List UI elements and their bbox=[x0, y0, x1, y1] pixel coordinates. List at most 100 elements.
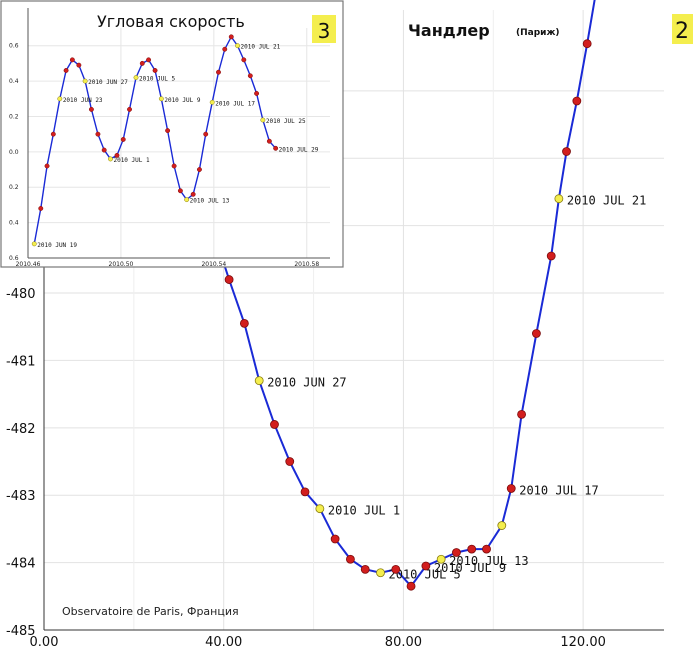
data-point bbox=[285, 457, 295, 466]
inset-date-annotation: 2010 JUL 1 bbox=[113, 157, 150, 164]
inset-panel-number: 3 bbox=[318, 19, 331, 43]
inset-highlight-data-point bbox=[57, 96, 63, 102]
inset-y-tick-label: 0.2 bbox=[9, 184, 19, 191]
data-point bbox=[452, 548, 461, 557]
date-annotation: 2010 JUL 13 bbox=[449, 554, 528, 568]
inset-x-tick-label: 2010.58 bbox=[294, 261, 319, 268]
inset-data-point bbox=[69, 57, 75, 63]
highlight-data-point bbox=[315, 504, 325, 514]
inset-data-point bbox=[216, 69, 221, 75]
data-point bbox=[239, 318, 249, 328]
inset-highlight-data-point bbox=[108, 156, 113, 162]
series-line bbox=[141, 0, 596, 588]
date-annotation: 2010 JUL 17 bbox=[519, 483, 598, 497]
data-point bbox=[391, 564, 401, 574]
inset-data-point bbox=[146, 57, 152, 63]
inset-title: Угловая скорость bbox=[97, 12, 245, 31]
inset-date-annotation: 2010 JUL 29 bbox=[279, 146, 319, 153]
data-point bbox=[270, 420, 279, 429]
x-tick-label: 80.00 bbox=[385, 635, 422, 650]
data-point bbox=[300, 487, 310, 497]
y-tick-label: -485 bbox=[6, 624, 36, 639]
inset-data-point bbox=[120, 137, 126, 142]
inset-data-point bbox=[76, 62, 82, 68]
inset-data-point bbox=[44, 163, 50, 169]
inset-data-point bbox=[196, 167, 202, 172]
data-point bbox=[330, 534, 340, 544]
chart-subtitle: (Париж) bbox=[516, 28, 560, 38]
data-point bbox=[532, 329, 541, 338]
inset-date-annotation: 2010 JUN 19 bbox=[37, 242, 77, 249]
inset-y-tick-label: 0.0 bbox=[9, 149, 19, 156]
inset-x-tick-label: 2010.54 bbox=[201, 261, 226, 268]
inset-data-point bbox=[203, 131, 209, 137]
y-tick-label: -484 bbox=[6, 557, 36, 572]
data-point bbox=[360, 564, 370, 574]
inset-highlight-data-point bbox=[158, 96, 164, 102]
inset-y-tick-label: 0.4 bbox=[9, 220, 19, 227]
date-annotation: 2010 JUL 21 bbox=[567, 194, 646, 208]
y-tick-label: -481 bbox=[6, 354, 36, 369]
inset-data-point bbox=[38, 206, 44, 211]
inset-data-point bbox=[101, 147, 107, 153]
inset-highlight-data-point bbox=[82, 78, 88, 84]
date-annotation: 2010 JUN 27 bbox=[267, 376, 346, 390]
inset-y-tick-label: 0.4 bbox=[9, 78, 19, 85]
inset-y-tick-label: 0.2 bbox=[9, 113, 19, 120]
inset-y-tick-label: 0.6 bbox=[9, 255, 19, 262]
panel-number: 2 bbox=[675, 19, 689, 44]
date-annotation: 2010 JUL 5 bbox=[389, 568, 461, 582]
x-tick-label: 40.00 bbox=[205, 635, 242, 650]
data-point bbox=[467, 544, 477, 554]
inset-data-point bbox=[222, 46, 228, 52]
data-point bbox=[562, 147, 571, 156]
inset-date-annotation: 2010 JUL 9 bbox=[164, 97, 201, 104]
date-annotation: 2010 JUL 1 bbox=[328, 504, 400, 518]
inset-data-point bbox=[114, 152, 120, 158]
inset-date-annotation: 2010 JUL 13 bbox=[190, 198, 230, 205]
inset-data-point bbox=[177, 188, 183, 194]
inset-data-point bbox=[190, 191, 196, 197]
y-tick-label: -480 bbox=[6, 287, 36, 302]
highlight-data-point bbox=[497, 521, 507, 530]
data-point bbox=[224, 275, 234, 284]
data-point bbox=[546, 251, 556, 261]
data-point bbox=[421, 561, 431, 571]
inset-date-annotation: 2010 JUL 5 bbox=[139, 76, 176, 83]
chart-title: Чандлер bbox=[408, 21, 490, 40]
y-tick-label: -483 bbox=[6, 489, 36, 504]
y-tick-label: -482 bbox=[6, 422, 36, 437]
inset-data-point bbox=[247, 73, 253, 79]
highlight-data-point bbox=[254, 376, 264, 386]
inset-highlight-data-point bbox=[133, 75, 139, 80]
inset-highlight-data-point bbox=[260, 117, 266, 123]
inset-data-point bbox=[228, 34, 234, 40]
inset-x-tick-label: 2010.50 bbox=[109, 261, 134, 268]
inset-data-point bbox=[254, 91, 260, 96]
highlight-data-point bbox=[554, 194, 564, 204]
inset-date-annotation: 2010 JUN 23 bbox=[63, 97, 103, 104]
inset-highlight-data-point bbox=[235, 43, 240, 49]
inset-data-point bbox=[139, 60, 145, 66]
data-point bbox=[482, 544, 491, 554]
inset-x-tick-label: 2010.46 bbox=[16, 261, 41, 268]
date-annotation: 2010 JUL 9 bbox=[434, 561, 506, 575]
inset-panel-number-badge bbox=[312, 15, 336, 43]
data-point bbox=[572, 96, 582, 106]
inset-date-annotation: 2010 JUL 17 bbox=[215, 100, 255, 107]
data-point bbox=[506, 484, 516, 493]
data-point bbox=[406, 581, 416, 591]
inset-date-annotation: 2010 JUL 21 bbox=[241, 44, 281, 51]
inset-date-annotation: 2010 JUN 27 bbox=[88, 79, 128, 86]
inset-highlight-data-point bbox=[31, 241, 37, 247]
inset-data-point bbox=[165, 128, 171, 134]
panel-number-badge bbox=[672, 14, 693, 44]
highlight-data-point bbox=[376, 568, 385, 578]
inset-data-point bbox=[63, 68, 69, 73]
inset-highlight-data-point bbox=[184, 197, 190, 203]
inset-data-point bbox=[171, 163, 177, 169]
x-tick-label: 0.00 bbox=[30, 635, 59, 650]
inset-data-point bbox=[50, 131, 56, 137]
